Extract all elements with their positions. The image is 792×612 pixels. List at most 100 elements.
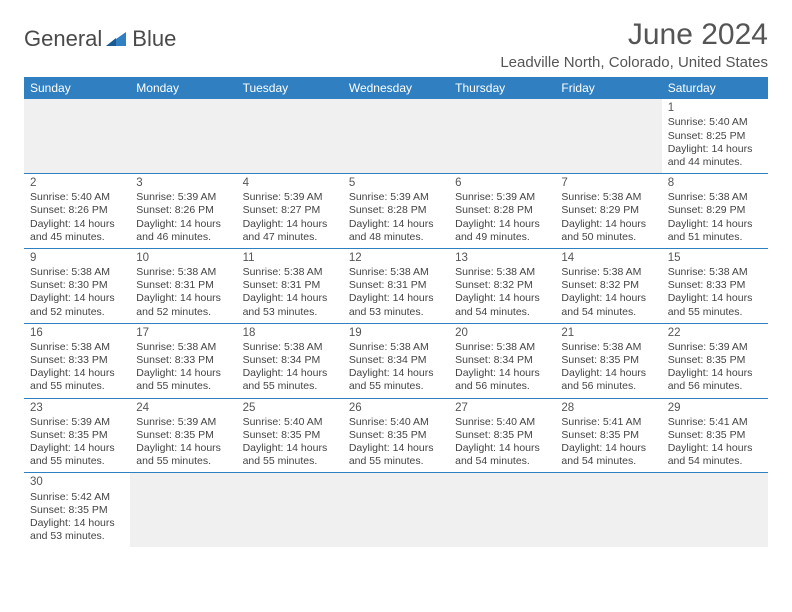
- sunset-line: Sunset: 8:35 PM: [30, 429, 124, 442]
- day-number: 19: [349, 326, 443, 340]
- calendar-cell: 7Sunrise: 5:38 AMSunset: 8:29 PMDaylight…: [555, 173, 661, 248]
- sunrise-line: Sunrise: 5:40 AM: [455, 416, 549, 429]
- sunset-line: Sunset: 8:35 PM: [668, 429, 762, 442]
- sunset-line: Sunset: 8:31 PM: [243, 279, 337, 292]
- daylight-line: Daylight: 14 hours and 51 minutes.: [668, 218, 762, 244]
- calendar-cell: 2Sunrise: 5:40 AMSunset: 8:26 PMDaylight…: [24, 173, 130, 248]
- day-number: 28: [561, 401, 655, 415]
- sunset-line: Sunset: 8:26 PM: [136, 204, 230, 217]
- calendar-cell: 16Sunrise: 5:38 AMSunset: 8:33 PMDayligh…: [24, 323, 130, 398]
- sunset-line: Sunset: 8:27 PM: [243, 204, 337, 217]
- calendar-cell: [555, 473, 661, 547]
- daylight-line: Daylight: 14 hours and 55 minutes.: [136, 367, 230, 393]
- calendar-cell: 22Sunrise: 5:39 AMSunset: 8:35 PMDayligh…: [662, 323, 768, 398]
- sail-icon: [104, 30, 130, 48]
- day-number: 1: [668, 101, 762, 115]
- daylight-line: Daylight: 14 hours and 53 minutes.: [30, 517, 124, 543]
- daylight-line: Daylight: 14 hours and 55 minutes.: [136, 442, 230, 468]
- calendar-table: SundayMondayTuesdayWednesdayThursdayFrid…: [24, 77, 768, 547]
- sunrise-line: Sunrise: 5:39 AM: [668, 341, 762, 354]
- sunrise-line: Sunrise: 5:38 AM: [243, 341, 337, 354]
- day-number: 29: [668, 401, 762, 415]
- day-number: 6: [455, 176, 549, 190]
- calendar-cell: 14Sunrise: 5:38 AMSunset: 8:32 PMDayligh…: [555, 248, 661, 323]
- calendar-cell: 12Sunrise: 5:38 AMSunset: 8:31 PMDayligh…: [343, 248, 449, 323]
- sunrise-line: Sunrise: 5:42 AM: [30, 491, 124, 504]
- day-number: 22: [668, 326, 762, 340]
- day-number: 15: [668, 251, 762, 265]
- sunset-line: Sunset: 8:34 PM: [243, 354, 337, 367]
- sunrise-line: Sunrise: 5:38 AM: [349, 266, 443, 279]
- sunset-line: Sunset: 8:32 PM: [455, 279, 549, 292]
- day-number: 7: [561, 176, 655, 190]
- logo-text-blue: Blue: [132, 26, 176, 52]
- day-number: 30: [30, 475, 124, 489]
- location: Leadville North, Colorado, United States: [500, 54, 768, 71]
- day-number: 25: [243, 401, 337, 415]
- daylight-line: Daylight: 14 hours and 54 minutes.: [561, 292, 655, 318]
- day-number: 17: [136, 326, 230, 340]
- day-number: 10: [136, 251, 230, 265]
- sunset-line: Sunset: 8:35 PM: [561, 429, 655, 442]
- weekday-header: Monday: [130, 77, 236, 99]
- calendar-cell: 9Sunrise: 5:38 AMSunset: 8:30 PMDaylight…: [24, 248, 130, 323]
- daylight-line: Daylight: 14 hours and 55 minutes.: [243, 442, 337, 468]
- calendar-cell: 27Sunrise: 5:40 AMSunset: 8:35 PMDayligh…: [449, 398, 555, 473]
- daylight-line: Daylight: 14 hours and 50 minutes.: [561, 218, 655, 244]
- day-number: 24: [136, 401, 230, 415]
- sunset-line: Sunset: 8:29 PM: [668, 204, 762, 217]
- sunrise-line: Sunrise: 5:40 AM: [243, 416, 337, 429]
- sunrise-line: Sunrise: 5:39 AM: [243, 191, 337, 204]
- calendar-cell: 24Sunrise: 5:39 AMSunset: 8:35 PMDayligh…: [130, 398, 236, 473]
- daylight-line: Daylight: 14 hours and 54 minutes.: [455, 292, 549, 318]
- sunset-line: Sunset: 8:35 PM: [668, 354, 762, 367]
- day-number: 9: [30, 251, 124, 265]
- calendar-cell: [24, 99, 130, 173]
- calendar-cell: 25Sunrise: 5:40 AMSunset: 8:35 PMDayligh…: [237, 398, 343, 473]
- header: General Blue June 2024 Leadville North, …: [24, 18, 768, 71]
- sunrise-line: Sunrise: 5:38 AM: [30, 266, 124, 279]
- weekday-header: Thursday: [449, 77, 555, 99]
- daylight-line: Daylight: 14 hours and 49 minutes.: [455, 218, 549, 244]
- title-block: June 2024 Leadville North, Colorado, Uni…: [500, 18, 768, 71]
- daylight-line: Daylight: 14 hours and 54 minutes.: [561, 442, 655, 468]
- sunrise-line: Sunrise: 5:38 AM: [455, 266, 549, 279]
- sunset-line: Sunset: 8:28 PM: [349, 204, 443, 217]
- sunrise-line: Sunrise: 5:39 AM: [455, 191, 549, 204]
- sunset-line: Sunset: 8:34 PM: [349, 354, 443, 367]
- daylight-line: Daylight: 14 hours and 54 minutes.: [455, 442, 549, 468]
- sunset-line: Sunset: 8:35 PM: [136, 429, 230, 442]
- daylight-line: Daylight: 14 hours and 56 minutes.: [455, 367, 549, 393]
- sunrise-line: Sunrise: 5:38 AM: [349, 341, 443, 354]
- day-number: 4: [243, 176, 337, 190]
- calendar-row: 2Sunrise: 5:40 AMSunset: 8:26 PMDaylight…: [24, 173, 768, 248]
- calendar-cell: 15Sunrise: 5:38 AMSunset: 8:33 PMDayligh…: [662, 248, 768, 323]
- sunset-line: Sunset: 8:35 PM: [30, 504, 124, 517]
- calendar-cell: 23Sunrise: 5:39 AMSunset: 8:35 PMDayligh…: [24, 398, 130, 473]
- daylight-line: Daylight: 14 hours and 52 minutes.: [30, 292, 124, 318]
- sunset-line: Sunset: 8:26 PM: [30, 204, 124, 217]
- calendar-cell: [343, 473, 449, 547]
- month-title: June 2024: [500, 18, 768, 52]
- calendar-cell: 10Sunrise: 5:38 AMSunset: 8:31 PMDayligh…: [130, 248, 236, 323]
- daylight-line: Daylight: 14 hours and 52 minutes.: [136, 292, 230, 318]
- sunset-line: Sunset: 8:28 PM: [455, 204, 549, 217]
- calendar-cell: 20Sunrise: 5:38 AMSunset: 8:34 PMDayligh…: [449, 323, 555, 398]
- sunrise-line: Sunrise: 5:38 AM: [243, 266, 337, 279]
- daylight-line: Daylight: 14 hours and 55 minutes.: [349, 442, 443, 468]
- logo: General Blue: [24, 26, 176, 52]
- sunrise-line: Sunrise: 5:39 AM: [349, 191, 443, 204]
- calendar-cell: 3Sunrise: 5:39 AMSunset: 8:26 PMDaylight…: [130, 173, 236, 248]
- sunset-line: Sunset: 8:32 PM: [561, 279, 655, 292]
- sunrise-line: Sunrise: 5:41 AM: [561, 416, 655, 429]
- day-number: 16: [30, 326, 124, 340]
- calendar-cell: [237, 99, 343, 173]
- day-number: 27: [455, 401, 549, 415]
- daylight-line: Daylight: 14 hours and 55 minutes.: [30, 367, 124, 393]
- sunrise-line: Sunrise: 5:39 AM: [30, 416, 124, 429]
- sunset-line: Sunset: 8:33 PM: [668, 279, 762, 292]
- calendar-cell: [662, 473, 768, 547]
- calendar-cell: 21Sunrise: 5:38 AMSunset: 8:35 PMDayligh…: [555, 323, 661, 398]
- sunset-line: Sunset: 8:25 PM: [668, 130, 762, 143]
- calendar-cell: [449, 99, 555, 173]
